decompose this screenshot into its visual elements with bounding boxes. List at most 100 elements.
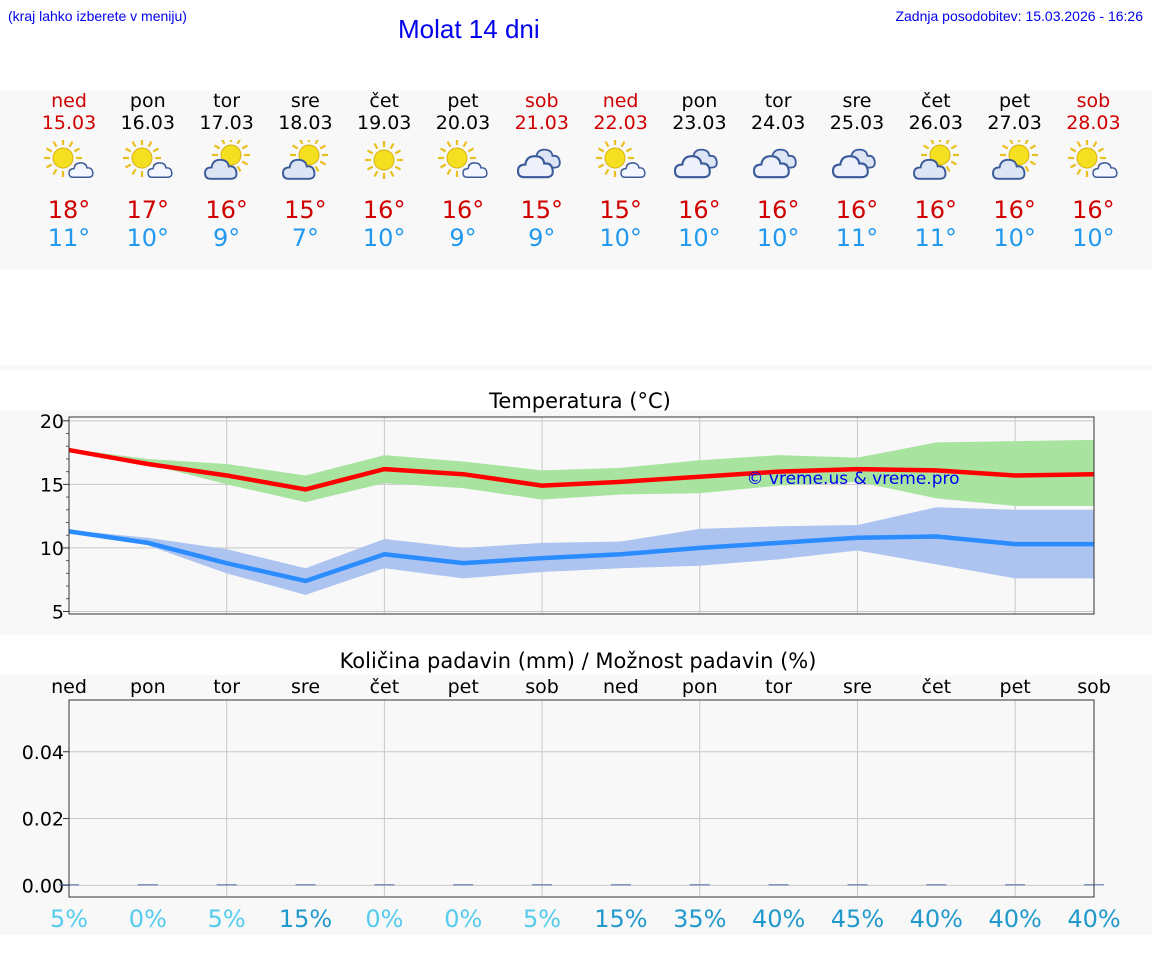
day-date: 26.03 bbox=[908, 112, 963, 134]
min-temp: 10° bbox=[1072, 224, 1115, 252]
sun-behind-cloud-icon bbox=[912, 140, 959, 180]
day-name: pet bbox=[998, 90, 1031, 112]
day-name: sre bbox=[842, 90, 872, 112]
cloud-icon bbox=[516, 148, 561, 179]
min-temp: 10° bbox=[678, 224, 721, 252]
precip-chance-label: 35% bbox=[673, 905, 726, 933]
day-date: 20.03 bbox=[435, 112, 491, 134]
separator bbox=[0, 365, 1152, 370]
plot-frame bbox=[68, 416, 1095, 615]
precip-bar bbox=[768, 884, 789, 886]
max-temp: 16° bbox=[835, 196, 879, 224]
x-day-label: tor bbox=[213, 676, 240, 698]
day-name: sob bbox=[525, 90, 559, 112]
day-date: 18.03 bbox=[278, 112, 333, 134]
forecast-day: čet 26.03 16° 11° bbox=[897, 90, 975, 252]
day-date: 15.03 bbox=[41, 112, 97, 134]
forecast-day: sob 28.03 16° 10° bbox=[1054, 90, 1132, 252]
min-temp: 9° bbox=[449, 224, 477, 252]
day-name: sob bbox=[1076, 90, 1111, 112]
min-temp: 11° bbox=[914, 224, 958, 252]
day-name: ned bbox=[602, 90, 639, 112]
precip-bar bbox=[1005, 884, 1026, 886]
day-name: tor bbox=[764, 90, 792, 112]
precip-bar bbox=[847, 884, 868, 886]
precip-chance-label: 0% bbox=[365, 905, 403, 933]
y-tick-label: 5 bbox=[52, 601, 64, 623]
day-name: čet bbox=[921, 90, 951, 112]
max-temp: 16° bbox=[441, 196, 485, 224]
sun-cloud-icon bbox=[1068, 140, 1118, 178]
forecast-day: ned 15.03 18° 11° bbox=[30, 90, 108, 252]
forecast-day: ned 22.03 15° 10° bbox=[582, 90, 660, 252]
max-temp: 16° bbox=[756, 196, 800, 224]
day-date: 19.03 bbox=[356, 112, 412, 134]
sun-cloud-icon bbox=[438, 140, 488, 178]
day-date: 25.03 bbox=[829, 112, 885, 134]
max-temp-line bbox=[68, 447, 1095, 492]
min-temp: 10° bbox=[993, 224, 1036, 252]
sun-cloud-icon bbox=[595, 140, 646, 178]
max-temp: 16° bbox=[205, 196, 248, 224]
cloud-icon bbox=[831, 148, 876, 179]
y-tick-label: 0.02 bbox=[22, 809, 64, 831]
precip-bar bbox=[137, 884, 158, 886]
temperature-chart: 5 10 15 20 © vreme.us & vreme.pro bbox=[40, 411, 1095, 623]
min-temp: 10° bbox=[756, 224, 800, 252]
max-temp: 16° bbox=[678, 196, 721, 224]
day-date: 17.03 bbox=[199, 112, 254, 134]
sun-icon bbox=[365, 141, 404, 179]
sun-behind-cloud-icon bbox=[282, 140, 329, 180]
max-temp: 18° bbox=[47, 196, 91, 224]
max-temp: 17° bbox=[126, 196, 170, 224]
forecast-day: čet 19.03 16° 10° bbox=[345, 90, 423, 252]
precip-bar bbox=[216, 884, 237, 886]
forecast-day: sob 21.03 15° 9° bbox=[503, 90, 581, 252]
region-hint: (kraj lahko izberete v meniju) bbox=[8, 8, 187, 24]
plot-area bbox=[69, 700, 1094, 897]
min-temp: 10° bbox=[126, 224, 170, 252]
x-day-label: pet bbox=[448, 676, 479, 698]
min-temp: 10° bbox=[362, 224, 406, 252]
sun-behind-cloud-icon bbox=[991, 140, 1038, 180]
day-date: 28.03 bbox=[1066, 112, 1121, 134]
forecast-day: tor 17.03 16° 9° bbox=[188, 90, 266, 252]
precip-bar bbox=[610, 884, 631, 886]
y-tick-label: 0.00 bbox=[22, 875, 64, 897]
day-name: ned bbox=[51, 90, 87, 112]
x-day-label: sre bbox=[843, 676, 872, 698]
min-temp: 10° bbox=[599, 224, 642, 252]
day-name: pon bbox=[129, 90, 166, 112]
y-tick-label: 20 bbox=[40, 411, 64, 433]
precip-chance-label: 40% bbox=[988, 905, 1041, 933]
day-date: 27.03 bbox=[987, 112, 1042, 134]
precip-bar bbox=[374, 884, 395, 886]
max-temp: 16° bbox=[362, 196, 406, 224]
sun-cloud-icon bbox=[44, 140, 94, 178]
forecast-day: tor 24.03 16° 10° bbox=[739, 90, 817, 252]
precip-chance-label: 15% bbox=[594, 905, 647, 933]
x-day-label: tor bbox=[765, 676, 792, 698]
watermark: © vreme.us & vreme.pro bbox=[746, 469, 959, 489]
forecast-band bbox=[0, 90, 1152, 270]
precip-chance-label: 0% bbox=[129, 905, 167, 933]
x-day-label: pon bbox=[682, 676, 718, 698]
day-date: 16.03 bbox=[120, 112, 175, 134]
day-name: pon bbox=[681, 90, 718, 112]
x-day-label: ned bbox=[51, 676, 87, 698]
precip-chart-title: Količina padavin (mm) / Možnost padavin … bbox=[340, 649, 817, 673]
day-date: 21.03 bbox=[514, 112, 569, 134]
precip-chance-label: 5% bbox=[208, 905, 246, 933]
day-name: pet bbox=[447, 90, 479, 112]
y-tick-label: 10 bbox=[40, 538, 64, 560]
precip-chance-label: 0% bbox=[444, 905, 482, 933]
page-title: Molat 14 dni bbox=[398, 14, 540, 44]
cloud-icon bbox=[753, 148, 797, 179]
min-temp: 11° bbox=[835, 224, 879, 252]
sun-behind-cloud-icon bbox=[203, 140, 250, 180]
day-name: sre bbox=[290, 90, 320, 112]
day-date: 22.03 bbox=[593, 112, 648, 134]
last-updated: Zadnja posodobitev: 15.03.2026 - 16:26 bbox=[895, 8, 1143, 24]
forecast-day: pet 27.03 16° 10° bbox=[976, 90, 1054, 252]
